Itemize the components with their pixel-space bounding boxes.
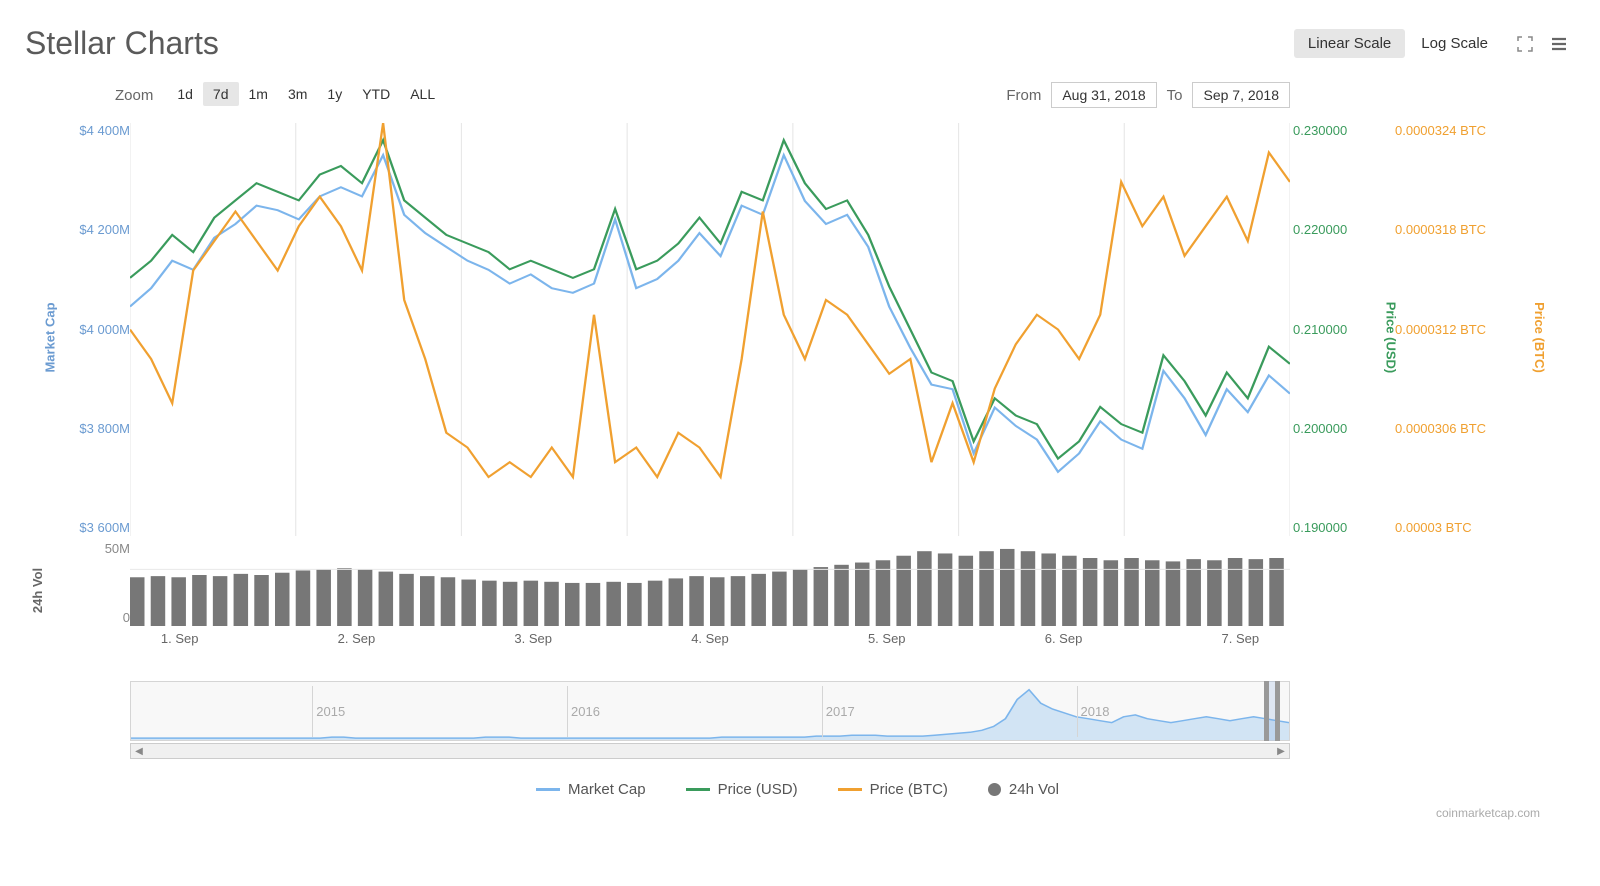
- navigator-scrollbar[interactable]: ◀ ▶: [130, 743, 1290, 759]
- sub-controls: Zoom 1d7d1m3m1yYTDALL From Aug 31, 2018 …: [25, 82, 1290, 118]
- to-label: To: [1167, 87, 1183, 104]
- zoom-label: Zoom: [115, 87, 153, 104]
- zoom-group: Zoom 1d7d1m3m1yYTDALL: [115, 86, 445, 104]
- yaxis-usd: 0.2300000.2200000.2100000.2000000.190000: [1293, 123, 1388, 536]
- navigator: 2015201620172018 ◀ ▶: [25, 681, 1570, 759]
- legend: Market Cap Price (USD) Price (BTC) 24h Vol: [25, 781, 1570, 798]
- zoom-3m[interactable]: 3m: [278, 82, 317, 106]
- yaxis-vol: 50M0: [60, 541, 130, 626]
- xaxis: 1. Sep2. Sep3. Sep4. Sep5. Sep6. Sep7. S…: [130, 631, 1290, 651]
- scroll-right-icon[interactable]: ▶: [1273, 744, 1289, 758]
- axis-title-vol: 24h Vol: [30, 568, 45, 613]
- header: Stellar Charts Linear Scale Log Scale: [25, 25, 1570, 62]
- log-scale-button[interactable]: Log Scale: [1407, 29, 1502, 58]
- legend-item[interactable]: 24h Vol: [988, 781, 1059, 798]
- zoom-1y[interactable]: 1y: [317, 82, 352, 106]
- zoom-ALL[interactable]: ALL: [400, 82, 445, 106]
- attribution: coinmarketcap.com: [25, 806, 1540, 820]
- legend-item[interactable]: Price (USD): [686, 781, 798, 798]
- volume-chart: 24h Vol 50M0 1. Sep2. Sep3. Sep4. Sep5. …: [25, 541, 1570, 651]
- zoom-1m[interactable]: 1m: [239, 82, 278, 106]
- scale-controls: Linear Scale Log Scale: [1294, 29, 1570, 58]
- date-to-input[interactable]: Sep 7, 2018: [1192, 82, 1290, 108]
- menu-icon[interactable]: [1548, 33, 1570, 55]
- legend-item[interactable]: Price (BTC): [838, 781, 948, 798]
- linear-scale-button[interactable]: Linear Scale: [1294, 29, 1405, 58]
- axis-title-marketcap: Market Cap: [43, 302, 58, 372]
- date-from-input[interactable]: Aug 31, 2018: [1051, 82, 1156, 108]
- date-range: From Aug 31, 2018 To Sep 7, 2018: [1006, 82, 1290, 108]
- scroll-left-icon[interactable]: ◀: [131, 744, 147, 758]
- main-chart: Market Cap Price (USD) Price (BTC) $4 40…: [25, 123, 1570, 536]
- from-label: From: [1006, 87, 1041, 104]
- navigator-plot[interactable]: 2015201620172018: [130, 681, 1290, 741]
- legend-item[interactable]: Market Cap: [536, 781, 646, 798]
- chart-container: Stellar Charts Linear Scale Log Scale Zo…: [0, 0, 1600, 830]
- yaxis-btc: 0.0000324 BTC0.0000318 BTC0.0000312 BTC0…: [1395, 123, 1540, 536]
- zoom-YTD[interactable]: YTD: [352, 82, 400, 106]
- navigator-selector[interactable]: [1264, 681, 1280, 741]
- navigator-years: 2015201620172018: [131, 682, 1289, 740]
- page-title: Stellar Charts: [25, 25, 219, 62]
- yaxis-marketcap: $4 400M$4 200M$4 000M$3 800M$3 600M: [60, 123, 130, 536]
- volume-plot[interactable]: [130, 541, 1290, 626]
- zoom-7d[interactable]: 7d: [203, 82, 239, 106]
- fullscreen-icon[interactable]: [1514, 33, 1536, 55]
- zoom-1d[interactable]: 1d: [167, 82, 203, 106]
- chart-plot[interactable]: [130, 123, 1290, 536]
